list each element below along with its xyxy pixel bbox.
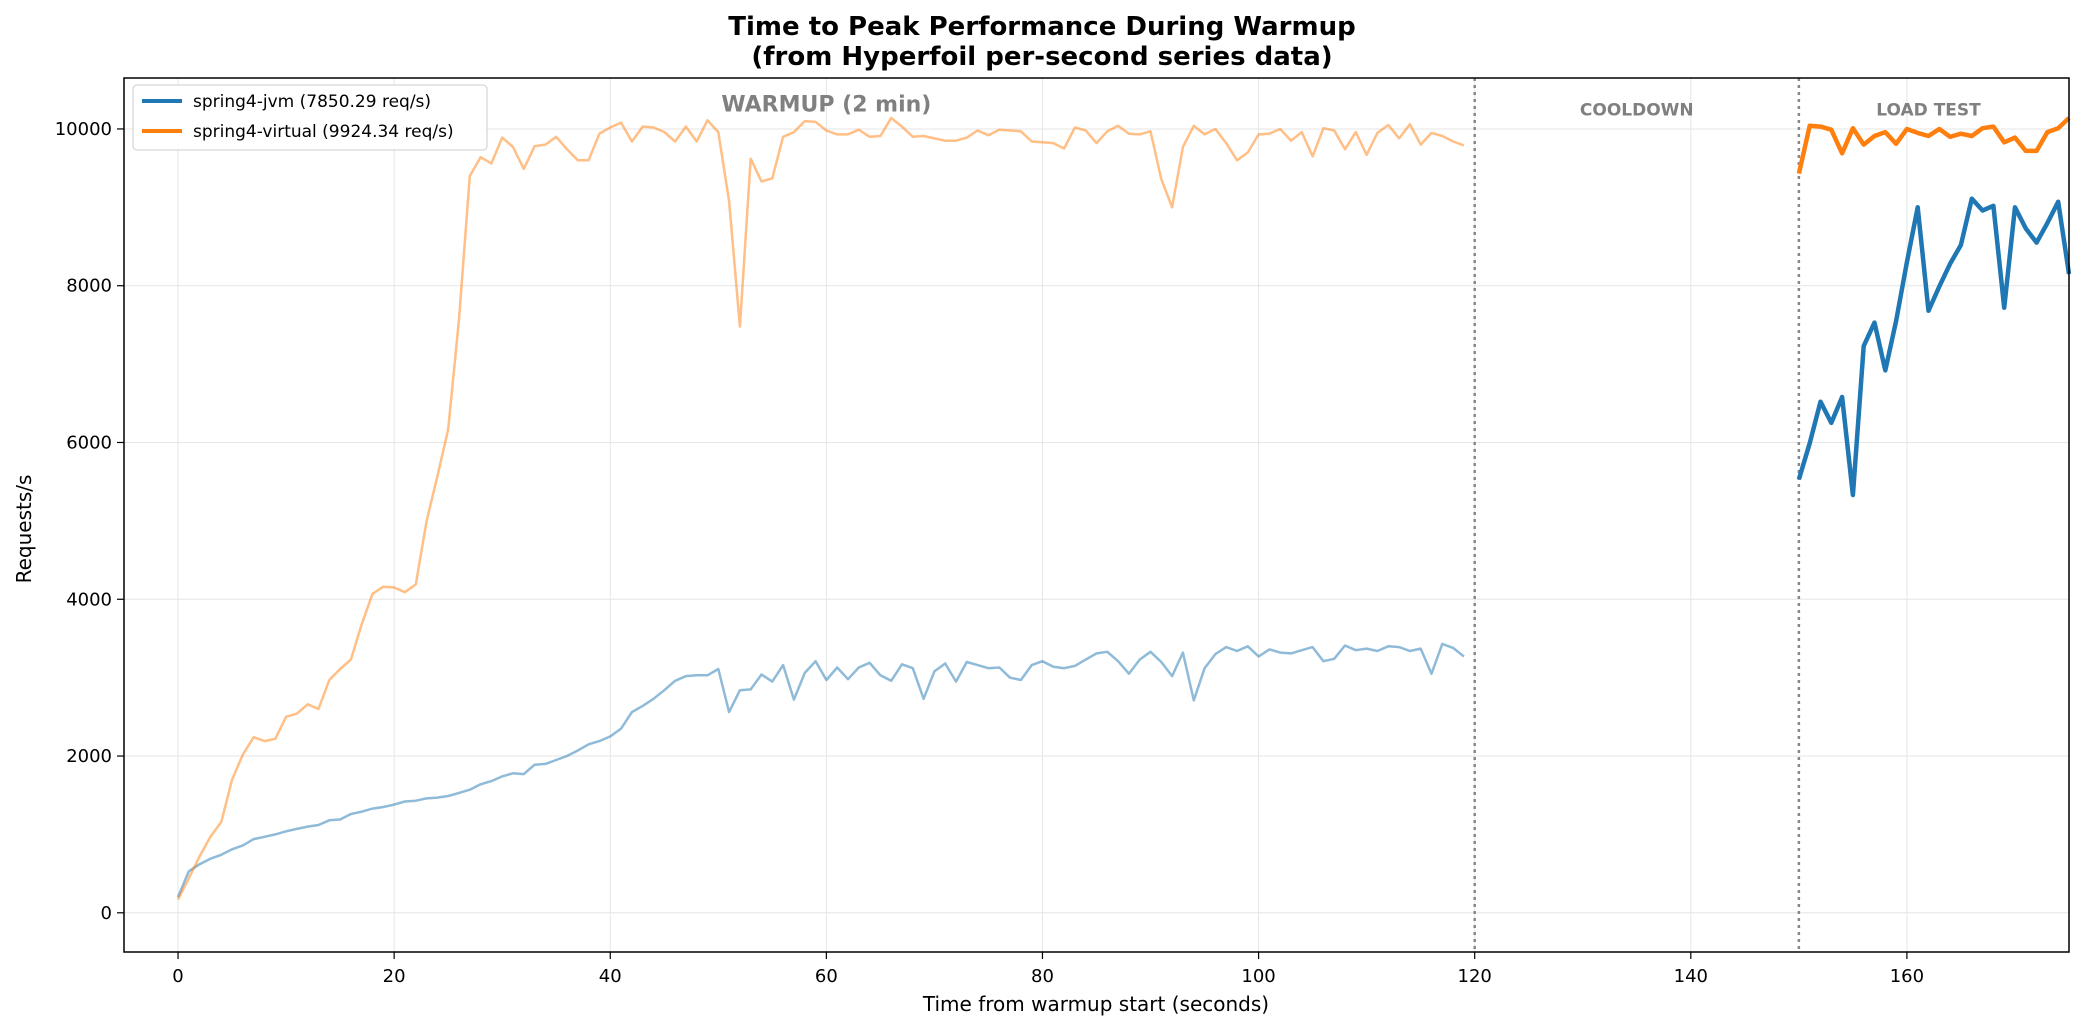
legend-box — [132, 84, 488, 151]
x-axis-label: Time from warmup start (seconds) — [922, 992, 1269, 1016]
chart-subtitle: (from Hyperfoil per-second series data) — [751, 42, 1332, 72]
plot-frame — [123, 77, 2070, 953]
y-tick-label: 0 — [101, 903, 112, 924]
y-tick-label: 6000 — [66, 432, 112, 453]
y-tick-label: 8000 — [66, 276, 112, 297]
chart-title: Time to Peak Performance During Warmup — [728, 12, 1355, 42]
x-tick-label: 0 — [172, 966, 183, 987]
x-tick-label: 160 — [1890, 966, 1924, 987]
y-axis-label: Requests/s — [12, 475, 36, 584]
y-tick-label: 4000 — [66, 589, 112, 610]
series-line-spring4-jvm-warmup — [176, 642, 1465, 898]
series-line-spring4-jvm-load-test — [1796, 196, 2072, 498]
legend-label-spring4-jvm: spring4-jvm (7850.29 req/s) — [193, 92, 431, 112]
phase-boundaries — [1473, 78, 1801, 952]
grid — [124, 78, 2069, 952]
series-lines — [176, 116, 2072, 901]
legend: spring4-jvm (7850.29 req/s) spring4-virt… — [132, 84, 488, 151]
x-tick-label: 80 — [1031, 966, 1054, 987]
phase-label: LOAD TEST — [1876, 101, 1981, 121]
y-tick-label: 10000 — [55, 119, 112, 140]
x-tick-label: 120 — [1458, 966, 1492, 987]
x-axis-ticks: 0 20 40 60 80 100 120 140 160 — [172, 952, 1924, 987]
series-line-spring4-virtual-load-test — [1796, 116, 2071, 175]
y-tick-label: 2000 — [66, 746, 112, 767]
phase-labels: WARMUP (2 min) COOLDOWN LOAD TEST — [721, 93, 1981, 121]
x-tick-label: 40 — [599, 966, 622, 987]
x-tick-label: 20 — [383, 966, 406, 987]
x-tick-label: 100 — [1241, 966, 1275, 987]
legend-label-spring4-virtual: spring4-virtual (9924.34 req/s) — [193, 122, 454, 142]
series-line-spring4-virtual-warmup — [176, 116, 1465, 901]
x-tick-label: 60 — [815, 966, 838, 987]
y-axis-ticks: 0 2000 4000 6000 8000 10000 — [55, 119, 124, 924]
x-tick-label: 140 — [1674, 966, 1708, 987]
phase-label: WARMUP (2 min) — [721, 93, 931, 118]
phase-label: COOLDOWN — [1580, 101, 1694, 121]
